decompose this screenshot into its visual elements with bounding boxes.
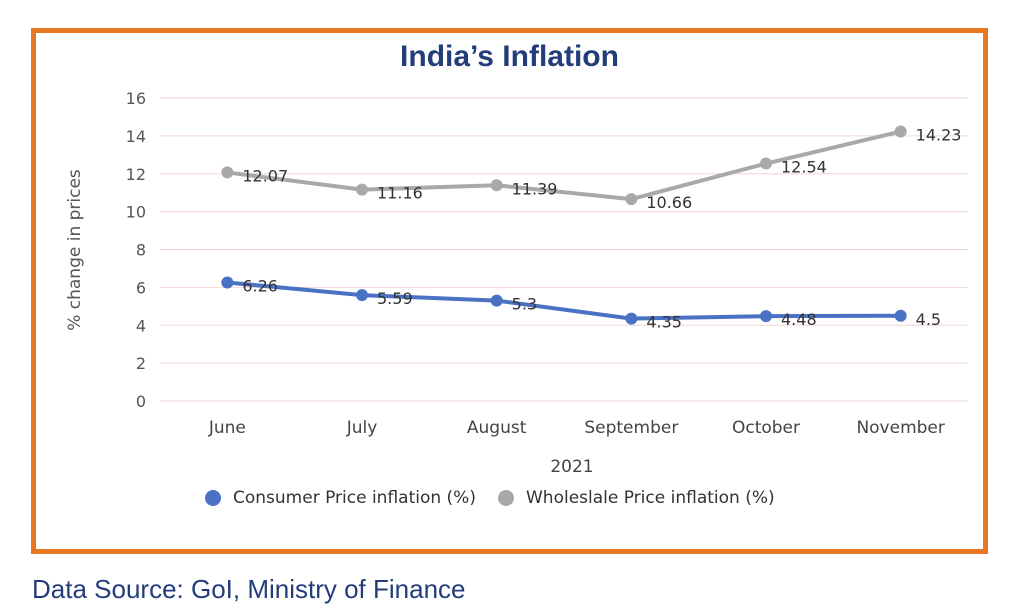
y-tick-label: 2 <box>136 354 146 373</box>
data-label: 12.54 <box>781 158 827 177</box>
data-point <box>625 193 638 206</box>
data-label: 4.35 <box>646 313 682 332</box>
data-label: 5.59 <box>377 289 413 308</box>
data-point <box>490 179 503 192</box>
data-point <box>760 157 772 170</box>
x-tick-label: September <box>584 418 678 438</box>
legend-label-wpi: Wholeslale Price inflation (%) <box>525 488 775 508</box>
chart-title: India’s Inflation <box>400 40 619 73</box>
y-tick-label: 6 <box>136 278 146 297</box>
legend-item-wpi: Wholeslale Price inflation (%) <box>497 488 775 508</box>
data-label: 12.07 <box>242 166 288 185</box>
data-point <box>221 166 234 179</box>
data-label: 11.16 <box>377 184 423 203</box>
data-point <box>760 310 772 323</box>
y-tick-label: 12 <box>126 165 146 184</box>
x-tick-label: July <box>346 418 378 438</box>
y-tick-label: 0 <box>136 392 146 411</box>
x-tick-label: June <box>208 418 246 438</box>
data-point <box>894 309 907 322</box>
data-label: 4.48 <box>781 310 817 329</box>
data-point <box>894 125 907 138</box>
chart-legend: Consumer Price inflation (%) Wholeslale … <box>205 488 797 508</box>
data-point <box>356 183 368 196</box>
legend-item-cpi: Consumer Price inflation (%) <box>205 488 476 508</box>
series-line-1 <box>225 129 903 202</box>
data-point <box>356 289 368 302</box>
chart-frame <box>31 28 988 554</box>
data-point <box>490 294 503 307</box>
x-tick-label: August <box>467 418 527 438</box>
y-tick-label: 10 <box>126 203 146 222</box>
data-point <box>625 312 638 325</box>
data-label: 6.26 <box>242 276 278 295</box>
data-label: 4.5 <box>916 310 941 329</box>
data-point <box>221 276 234 289</box>
legend-marker-wpi <box>497 490 514 506</box>
legend-marker-cpi <box>205 490 221 506</box>
data-label: 5.3 <box>512 295 537 314</box>
series-line-0 <box>225 280 903 321</box>
legend-label-cpi: Consumer Price inflation (%) <box>233 488 476 508</box>
y-tick-label: 16 <box>126 89 146 108</box>
data-source-note: Data Source: GoI, Ministry of Finance <box>32 574 466 604</box>
y-tick-label: 14 <box>126 127 146 146</box>
x-tick-label: October <box>732 418 800 438</box>
x-axis-title: 2021 <box>550 457 593 477</box>
data-label: 11.39 <box>512 179 558 198</box>
y-tick-label: 4 <box>136 316 146 335</box>
data-label: 10.66 <box>646 193 692 212</box>
y-axis-title: % change in prices <box>65 169 85 331</box>
data-label: 14.23 <box>916 126 962 145</box>
x-tick-label: November <box>856 418 944 438</box>
y-tick-label: 8 <box>136 241 146 260</box>
